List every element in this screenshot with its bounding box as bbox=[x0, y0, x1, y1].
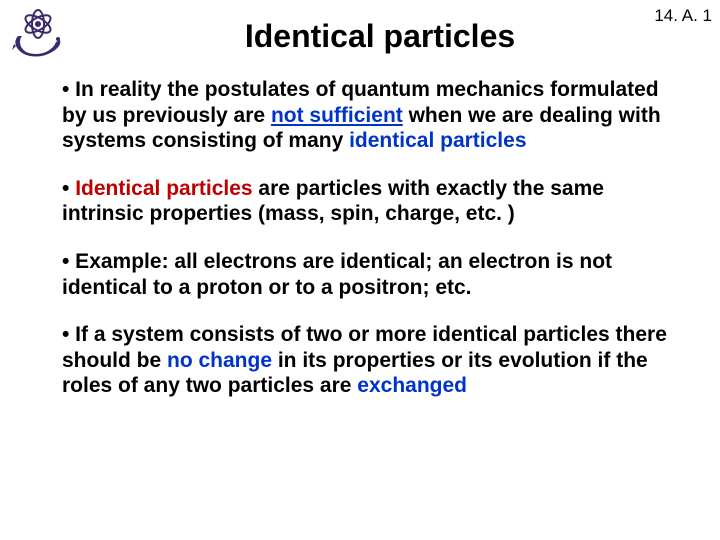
bullet-1-hl2: identical particles bbox=[349, 129, 526, 152]
bullet-2: • Identical particles are particles with… bbox=[62, 176, 678, 227]
bullet-1: • In reality the postulates of quantum m… bbox=[62, 77, 678, 154]
bullet-2-pre: • bbox=[62, 177, 75, 200]
bullet-4-hl1: no change bbox=[167, 349, 272, 372]
page-number: 14. A. 1 bbox=[654, 6, 712, 26]
logo-icon bbox=[10, 6, 70, 62]
bullet-4-hl2: exchanged bbox=[357, 374, 467, 397]
bullet-3-pre: • Example: all electrons are identical; … bbox=[62, 250, 612, 299]
bullet-4: • If a system consists of two or more id… bbox=[62, 322, 678, 399]
bullet-2-hl1: Identical particles bbox=[75, 177, 252, 200]
bullet-1-hl1: not sufficient bbox=[271, 104, 403, 127]
slide-content: • In reality the postulates of quantum m… bbox=[0, 69, 720, 399]
slide-title: Identical particles bbox=[40, 0, 720, 69]
bullet-3: • Example: all electrons are identical; … bbox=[62, 249, 678, 300]
